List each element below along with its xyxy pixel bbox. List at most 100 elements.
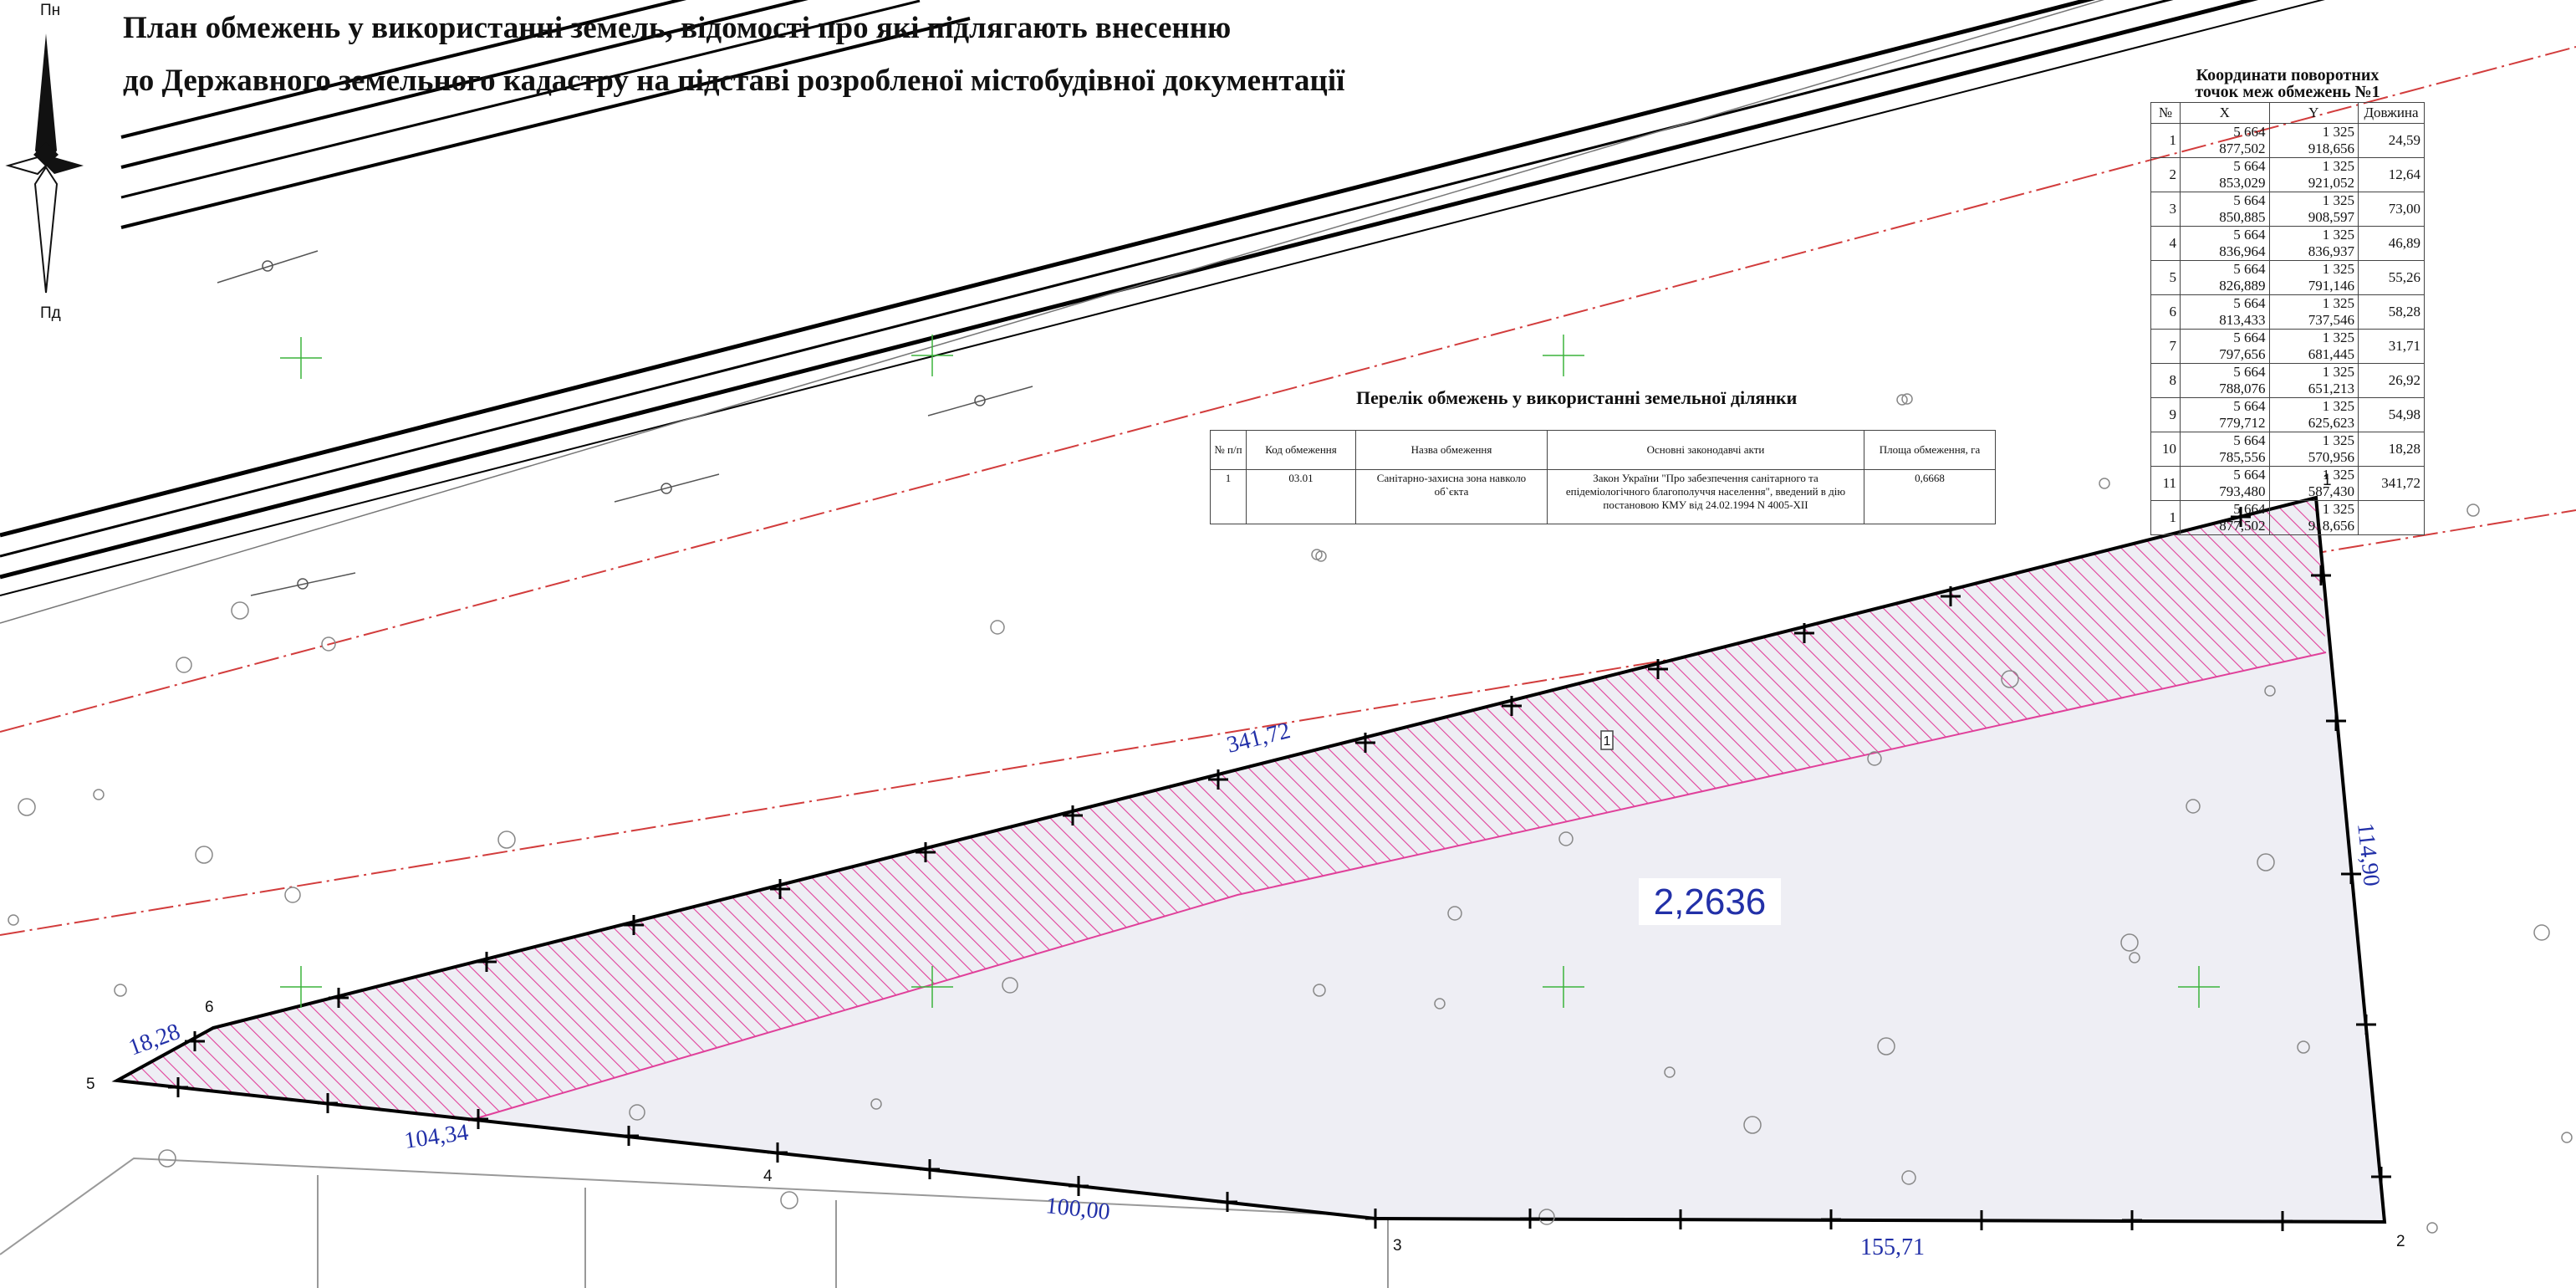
table-cell: 8: [2151, 363, 2181, 397]
coordinates-title-line-1: Координати поворотних: [2150, 67, 2425, 84]
table-row: 15 664 877,502 1 325 918,656 24,59: [2151, 123, 2425, 157]
table-cell: 5 664 785,556: [2181, 432, 2270, 466]
table-row: 1 03.01 Санітарно-захисна зона навколо об`…: [1211, 470, 1996, 524]
edge-length-1: 341,72: [1224, 718, 1293, 759]
vertex-label-6: 6: [205, 999, 214, 1016]
table-cell: 1 325 918,656: [2269, 123, 2359, 157]
table-cell: [2359, 500, 2425, 534]
table-cell: 5 664 779,712: [2181, 397, 2270, 432]
compass-south-label: Пд: [40, 304, 61, 323]
coordinates-title-line-2: точок меж обмежень №1: [2150, 84, 2425, 100]
edge-length-4: 100,00: [1044, 1193, 1111, 1225]
table-cell: 5 664 877,502: [2181, 500, 2270, 534]
table-row: 11 5 664 793,480 1 325 587,430 341,72: [2151, 466, 2425, 500]
table-cell: 3: [2151, 192, 2181, 226]
table-cell: 1 325 587,430: [2269, 466, 2359, 500]
table-cell: 5 664 797,656: [2181, 329, 2270, 363]
table-cell: 12,64: [2359, 157, 2425, 192]
table-cell: 03.01: [1247, 470, 1356, 524]
table-cell: 1 325 570,956: [2269, 432, 2359, 466]
table-cell: 2: [2151, 157, 2181, 192]
table-cell: 1: [1211, 470, 1247, 524]
table-cell: 341,72: [2359, 466, 2425, 500]
edge-length-3: 155,71: [1860, 1234, 1925, 1260]
table-cell: 1 325 737,546: [2269, 294, 2359, 329]
col-name: Назва обмеження: [1356, 431, 1548, 470]
table-cell: 5 664 813,433: [2181, 294, 2270, 329]
table-cell: 1 325 625,623: [2269, 397, 2359, 432]
coordinates-header-row: № X Y Довжина: [2151, 103, 2425, 124]
compass-rose-icon: [8, 33, 84, 293]
table-cell: 46,89: [2359, 226, 2425, 260]
col-code: Код обмеження: [1247, 431, 1356, 470]
edge-length-5: 104,34: [403, 1120, 471, 1154]
map-title-line-1: План обмежень у використанні земель, від…: [123, 10, 1231, 46]
table-cell: 10: [2151, 432, 2181, 466]
coordinates-panel: Координати поворотних точок меж обмежень…: [2150, 67, 2425, 535]
compass-north-label: Пн: [40, 2, 60, 20]
table-cell: Санітарно-захисна зона навколо об`єкта: [1356, 470, 1548, 524]
col-index: № п/п: [1211, 431, 1247, 470]
table-cell: 1 325 651,213: [2269, 363, 2359, 397]
table-cell: 55,26: [2359, 260, 2425, 294]
table-cell: 1 325 918,656: [2269, 500, 2359, 534]
col-y: Y: [2269, 103, 2359, 124]
table-cell: 5 664 793,480: [2181, 466, 2270, 500]
table-cell: 6: [2151, 294, 2181, 329]
col-laws: Основні законодавчі акти: [1548, 431, 1864, 470]
table-cell: 5 664 850,885: [2181, 192, 2270, 226]
table-cell: 0,6668: [1864, 470, 1996, 524]
col-area: Площа обмеження, га: [1864, 431, 1996, 470]
table-cell: 1: [2151, 123, 2181, 157]
table-cell: 24,59: [2359, 123, 2425, 157]
table-cell: 9: [2151, 397, 2181, 432]
table-cell: 18,28: [2359, 432, 2425, 466]
table-cell: 1 325 908,597: [2269, 192, 2359, 226]
table-cell: 26,92: [2359, 363, 2425, 397]
table-cell: 73,00: [2359, 192, 2425, 226]
vertex-label-4: 4: [763, 1168, 773, 1185]
table-cell: 54,98: [2359, 397, 2425, 432]
table-cell: 5 664 788,076: [2181, 363, 2270, 397]
table-cell: 5 664 877,502: [2181, 123, 2270, 157]
edge-length-2: 114,90: [2352, 821, 2385, 887]
restrictions-table: № п/п Код обмеження Назва обмеження Осно…: [1210, 430, 1996, 524]
zone-number: 1: [1604, 734, 1611, 749]
table-row: 10 5 664 785,556 1 325 570,956 18,28: [2151, 432, 2425, 466]
col-number: №: [2151, 103, 2181, 124]
coordinates-title: Координати поворотних точок меж обмежень…: [2150, 67, 2425, 100]
table-cell: 4: [2151, 226, 2181, 260]
table-cell: 5 664 853,029: [2181, 157, 2270, 192]
table-cell: 5 664 826,889: [2181, 260, 2270, 294]
vertex-label-3: 3: [1393, 1237, 1402, 1255]
col-length: Довжина: [2359, 103, 2425, 124]
vertex-label-2: 2: [2396, 1233, 2405, 1250]
table-cell: 7: [2151, 329, 2181, 363]
table-cell: 11: [2151, 466, 2181, 500]
restrictions-title: Перелік обмежень у використанні земельно…: [1356, 387, 1797, 409]
table-cell: 1 325 681,445: [2269, 329, 2359, 363]
table-cell: 1 325 836,937: [2269, 226, 2359, 260]
table-cell: 1 325 921,052: [2269, 157, 2359, 192]
map-title-line-2: до Державного земельного кадастру на під…: [123, 63, 1344, 99]
table-cell: 1 325 791,146: [2269, 260, 2359, 294]
restrictions-header-row: № п/п Код обмеження Назва обмеження Осно…: [1211, 431, 1996, 470]
table-cell: 31,71: [2359, 329, 2425, 363]
table-cell: 58,28: [2359, 294, 2425, 329]
area-label: 2,2636: [1654, 882, 1767, 923]
table-cell: 1: [2151, 500, 2181, 534]
table-cell: 5 664 836,964: [2181, 226, 2270, 260]
table-row: 55 664 826,889 1 325 791,146 55,26: [2151, 260, 2425, 294]
col-x: X: [2181, 103, 2270, 124]
table-cell: 5: [2151, 260, 2181, 294]
table-cell: Закон України "Про забезпечення санітарн…: [1548, 470, 1864, 524]
